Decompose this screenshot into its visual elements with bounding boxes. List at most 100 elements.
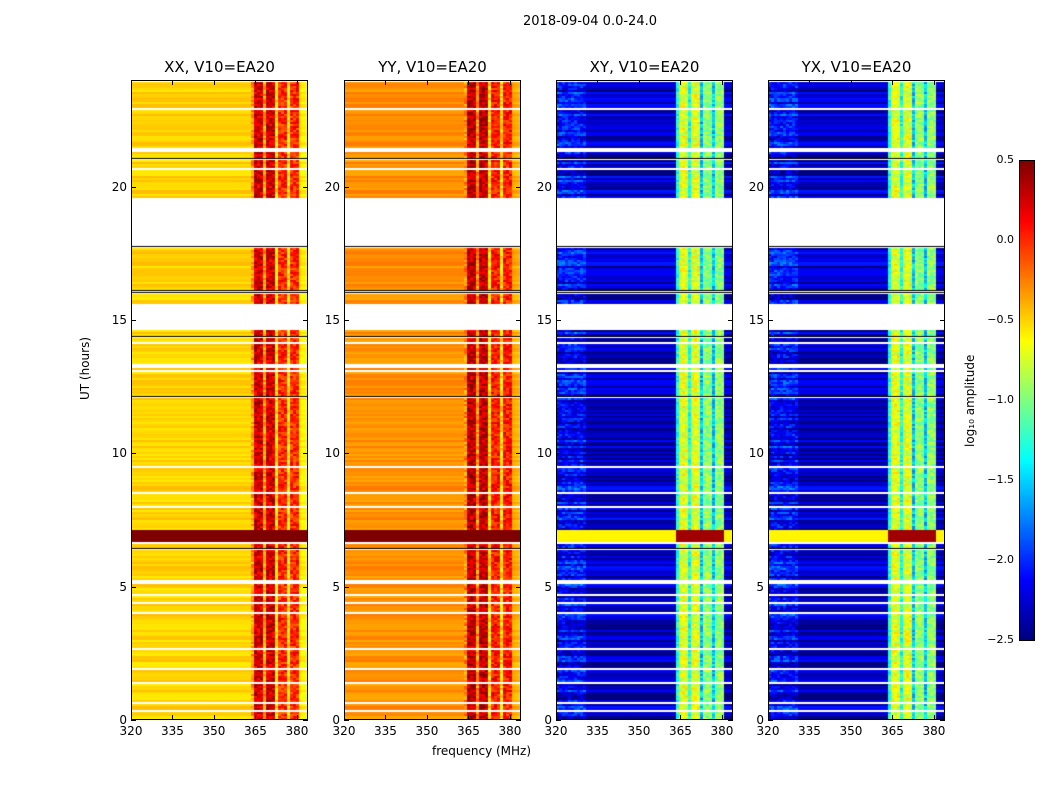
heatmap	[131, 80, 308, 720]
axes-frame	[131, 80, 308, 720]
y-tick-mark	[303, 186, 308, 188]
x-tick-mark	[172, 80, 174, 85]
y-tick-mark	[131, 453, 136, 455]
y-tick-mark	[516, 586, 521, 588]
heatmap	[768, 80, 945, 720]
y-tick-mark	[768, 186, 773, 188]
x-axis-label: frequency (MHz)	[432, 744, 532, 758]
colorbar-label: log₁₀ amplitude	[963, 354, 977, 447]
y-tick-mark	[344, 586, 349, 588]
x-tick-label: 335	[374, 724, 397, 738]
x-tick-label: 380	[710, 724, 734, 738]
x-tick-label: 380	[922, 724, 946, 738]
y-tick-label: 10	[536, 446, 552, 461]
x-tick-label: 335	[798, 724, 821, 738]
x-tick-mark	[809, 80, 811, 85]
panel-title: XX, V10=EA20	[164, 58, 275, 76]
x-tick-mark	[933, 80, 935, 85]
y-tick-mark	[768, 320, 773, 321]
y-tick-mark	[303, 453, 308, 455]
x-tick-mark	[131, 715, 132, 720]
x-tick-mark	[385, 715, 387, 720]
y-tick-label: 5	[544, 579, 552, 594]
y-tick-label: 15	[324, 313, 340, 327]
suptitle: 2018-09-04 0.0-24.0	[523, 14, 657, 29]
y-tick-label: 15	[111, 313, 127, 327]
y-tick-mark	[556, 586, 561, 588]
y-tick-label: 5	[332, 579, 340, 594]
y-tick-label: 20	[324, 179, 340, 194]
y-tick-label: 15	[536, 313, 552, 327]
y-tick-mark	[556, 186, 561, 188]
x-tick-mark	[768, 715, 769, 720]
panel-title: YY, V10=EA20	[378, 58, 487, 76]
x-tick-mark	[892, 715, 894, 720]
y-tick-mark	[516, 720, 521, 721]
x-tick-mark	[638, 715, 640, 720]
y-tick-mark	[344, 453, 349, 455]
x-tick-label: 320	[756, 724, 780, 738]
colorbar-tick-label: 0.0	[996, 233, 1015, 246]
x-tick-label: 380	[498, 724, 522, 738]
panel-xy: XY, V10=EA20 320 335 350 365 380 0 5 10 15 20	[537, 58, 734, 738]
panel-yx: YX, V10=EA20 320 335 350 365 380 0 5 10 15 20	[749, 58, 946, 738]
axes-frame	[344, 80, 521, 720]
x-tick-mark	[468, 80, 470, 85]
colorbar-tick-label: −1.0	[987, 393, 1014, 406]
heatmap	[556, 80, 733, 720]
x-tick-label: 335	[586, 724, 609, 738]
y-axis-label: UT (hours)	[78, 336, 92, 400]
x-tick-label: 380	[285, 724, 309, 738]
x-tick-mark	[426, 80, 428, 85]
y-tick-mark	[940, 720, 945, 721]
y-tick-label: 5	[119, 579, 127, 594]
x-tick-mark	[296, 80, 298, 85]
heatmap	[344, 80, 521, 720]
y-tick-label: 20	[536, 179, 552, 194]
y-tick-mark	[303, 586, 308, 588]
x-tick-mark	[344, 80, 345, 85]
y-tick-mark	[940, 586, 945, 588]
x-tick-mark	[509, 715, 511, 720]
y-tick-mark	[768, 586, 773, 588]
y-tick-mark	[768, 453, 773, 455]
x-tick-label: 365	[457, 724, 480, 738]
y-tick-mark	[303, 720, 308, 721]
y-tick-mark	[516, 320, 521, 321]
y-tick-mark	[556, 320, 561, 321]
x-tick-mark	[850, 715, 852, 720]
y-tick-mark	[516, 186, 521, 188]
x-tick-mark	[680, 715, 682, 720]
colorbar-tick-label: −2.5	[987, 633, 1014, 646]
y-tick-mark	[940, 186, 945, 188]
y-tick-label: 20	[748, 179, 764, 194]
x-tick-mark	[385, 80, 387, 85]
y-tick-mark	[344, 320, 349, 321]
x-tick-mark	[597, 80, 599, 85]
x-tick-mark	[509, 80, 511, 85]
y-tick-label: 10	[748, 446, 764, 461]
x-tick-mark	[850, 80, 852, 85]
y-tick-mark	[768, 720, 773, 721]
x-tick-mark	[638, 80, 640, 85]
y-tick-mark	[728, 320, 733, 321]
x-tick-mark	[255, 715, 257, 720]
x-tick-label: 335	[161, 724, 184, 738]
x-tick-label: 320	[119, 724, 143, 738]
y-tick-label: 15	[748, 313, 764, 327]
x-tick-label: 365	[669, 724, 692, 738]
y-tick-mark	[131, 720, 136, 721]
y-tick-mark	[131, 586, 136, 588]
x-tick-mark	[768, 80, 769, 85]
axes-frame	[556, 80, 733, 720]
x-tick-mark	[213, 80, 215, 85]
x-tick-mark	[255, 80, 257, 85]
x-tick-mark	[213, 715, 215, 720]
y-tick-label: 0	[756, 713, 764, 727]
y-tick-label: 20	[111, 179, 127, 194]
panel-xx: XX, V10=EA20 320 335 350 365 380 0 5 10 15 20	[112, 58, 309, 738]
colorbar-tick-label: −1.5	[987, 473, 1014, 486]
x-tick-mark	[892, 80, 894, 85]
x-tick-label: 350	[415, 724, 439, 738]
